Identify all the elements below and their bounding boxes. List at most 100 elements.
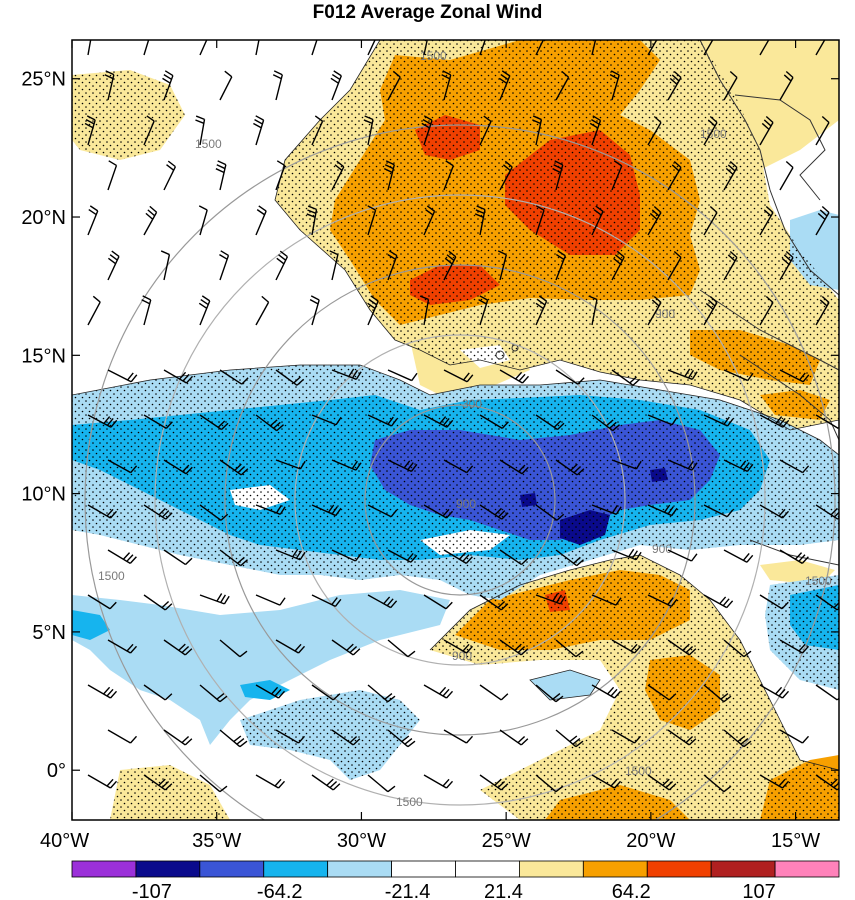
wind-barb-188 [779,639,810,654]
wind-barb-79 [723,250,738,281]
wind-barb-212 [611,729,642,744]
wind-barb-183 [499,639,529,656]
wind-barb-169 [479,594,509,611]
lat-label-1: 20°N [21,207,66,229]
ring-label-900-e: 900 [652,542,672,556]
colorbar-swatch-8 [582,860,648,878]
wind-barb-18 [330,70,342,101]
ring-label-900-ne: 900 [655,307,675,321]
wind-barb-49 [552,160,564,191]
wind-barb-101 [443,369,474,383]
wind-barb-88 [478,295,489,326]
wind-barb-123 [163,459,193,475]
wind-barb-132 [667,459,698,471]
wind-barb-45 [331,160,345,191]
shading-negative-sw [72,610,110,640]
wind-barb-211 [555,729,584,748]
ring-label-900-c: 900 [456,497,476,511]
wind-barb-225 [591,774,622,789]
wind-barb-172 [647,594,678,608]
wind-barb-129 [499,459,529,475]
wind-barb-142 [479,504,509,520]
wind-barb-198 [591,684,622,699]
wind-barb-36 [589,115,602,146]
wind-barb-219 [255,774,286,789]
wind-barb-117 [591,414,620,432]
wind-barb-58 [306,205,318,236]
wind-barb-174 [759,594,789,610]
lat-label-4: 5°N [32,622,66,644]
lon-label-0: 40°W [40,830,89,852]
wind-barb-199 [647,684,677,701]
wind-barb-105 [667,368,698,380]
wind-barb-72 [329,250,339,281]
wind-barb-96 [163,369,194,384]
wind-barb-4 [311,40,318,56]
wind-barb-32 [363,115,374,146]
wind-barb-53 [779,160,794,191]
wind-barb-122 [107,459,138,474]
wind-barb-218 [199,774,228,793]
wind-barb-134 [779,459,810,474]
wind-barb-28 [143,115,155,146]
wind-barb-138 [255,504,286,515]
wind-barb-177 [163,639,193,656]
wind-barb-201 [759,684,790,699]
colorbar-swatch-9 [646,860,712,878]
wind-barb-103 [555,369,585,385]
wind-barb-78 [667,250,682,281]
longitude-axis: 40°W 35°W 30°W 25°W 20°W 15°W [40,40,820,852]
wind-barb-215 [779,729,810,744]
wind-barb-217 [143,774,173,791]
wind-barb-151 [219,549,248,567]
wind-barb-16 [219,70,233,101]
lon-label-4: 20°W [626,830,675,852]
wind-barb-17 [272,70,283,101]
wind-barb-118 [647,414,678,426]
colorbar-swatch-6 [455,860,520,878]
wind-barb-62 [535,205,545,236]
wind-barb-109 [143,414,173,429]
shading-weak-negative-south [72,590,450,745]
wind-barb-74 [443,250,457,281]
wind-barb-204 [163,729,193,746]
wind-barb-189 [87,684,118,699]
wind-barb-116 [535,414,565,431]
colorbar-label-5: 107 [742,881,775,900]
wind-barb-83 [198,295,211,326]
wind-barb-158 [611,548,642,561]
wind-barb-63 [591,205,604,236]
wind-barb-149 [107,549,137,564]
wind-barb-21 [498,70,511,101]
wind-barb-126 [331,459,362,471]
wind-barb-133 [723,459,754,473]
wind-barb-227 [703,774,732,793]
range-rings [84,124,836,820]
wind-barb-52 [723,160,738,191]
wind-barb-136 [143,504,173,520]
wind-barb-207 [331,729,361,746]
wind-barb-113 [367,414,398,427]
wind-barb-128 [443,459,474,474]
wind-barb-95 [107,369,138,383]
wind-barb-57 [255,205,267,236]
wind-barb-135 [87,504,118,519]
wind-barb-75 [497,250,507,281]
range-ring-300 [364,404,556,596]
wind-barb-186 [667,639,697,656]
wind-barb-91 [647,295,662,326]
wind-barb-92 [703,295,718,326]
lon-label-1: 35°W [192,830,241,852]
wind-barb-56 [198,205,208,236]
wind-barb-97 [219,369,249,385]
wind-barb-76 [555,250,566,281]
wind-barb-107 [779,369,810,383]
lat-label-5: 0° [47,760,66,782]
wind-barb-161 [779,549,809,564]
wind-barb-61 [474,205,486,236]
wind-barb-14 [104,70,115,101]
wind-barb-39 [759,115,774,146]
wind-barb-226 [647,774,677,791]
figure-title: F012 Average Zonal Wind [312,2,543,23]
wind-barb-100 [387,369,418,382]
